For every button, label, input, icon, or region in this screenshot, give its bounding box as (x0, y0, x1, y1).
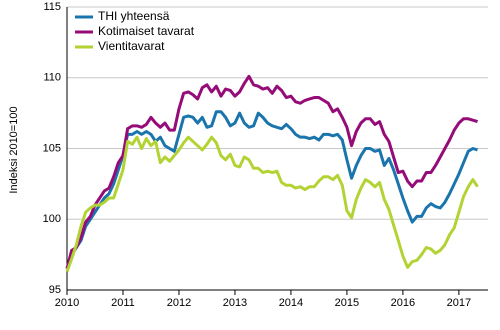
y-tick-label: 110 (43, 72, 61, 84)
legend-text: Vientitavarat (98, 39, 165, 53)
x-tick-label: 2015 (335, 297, 359, 309)
y-axis-label: Indeksi 2010=100 (8, 106, 20, 193)
x-tick-label: 2013 (223, 297, 247, 309)
x-tick-label: 2010 (55, 297, 79, 309)
y-tick-label: 95 (49, 284, 61, 296)
x-tick-label: 2017 (447, 297, 471, 309)
y-tick-label: 105 (43, 142, 61, 154)
series-line (65, 110, 478, 270)
x-tick-label: 2014 (279, 297, 303, 309)
series-line (65, 74, 478, 270)
series-line (65, 135, 479, 273)
legend-text: Kotimaiset tavarat (98, 24, 195, 38)
y-tick-label: 115 (43, 1, 61, 13)
x-tick-label: 2011 (111, 297, 135, 309)
legend-text: THI yhteensä (98, 9, 170, 23)
y-tick-label: 100 (43, 213, 61, 225)
x-tick-label: 2016 (391, 297, 415, 309)
x-tick-label: 2012 (167, 297, 191, 309)
